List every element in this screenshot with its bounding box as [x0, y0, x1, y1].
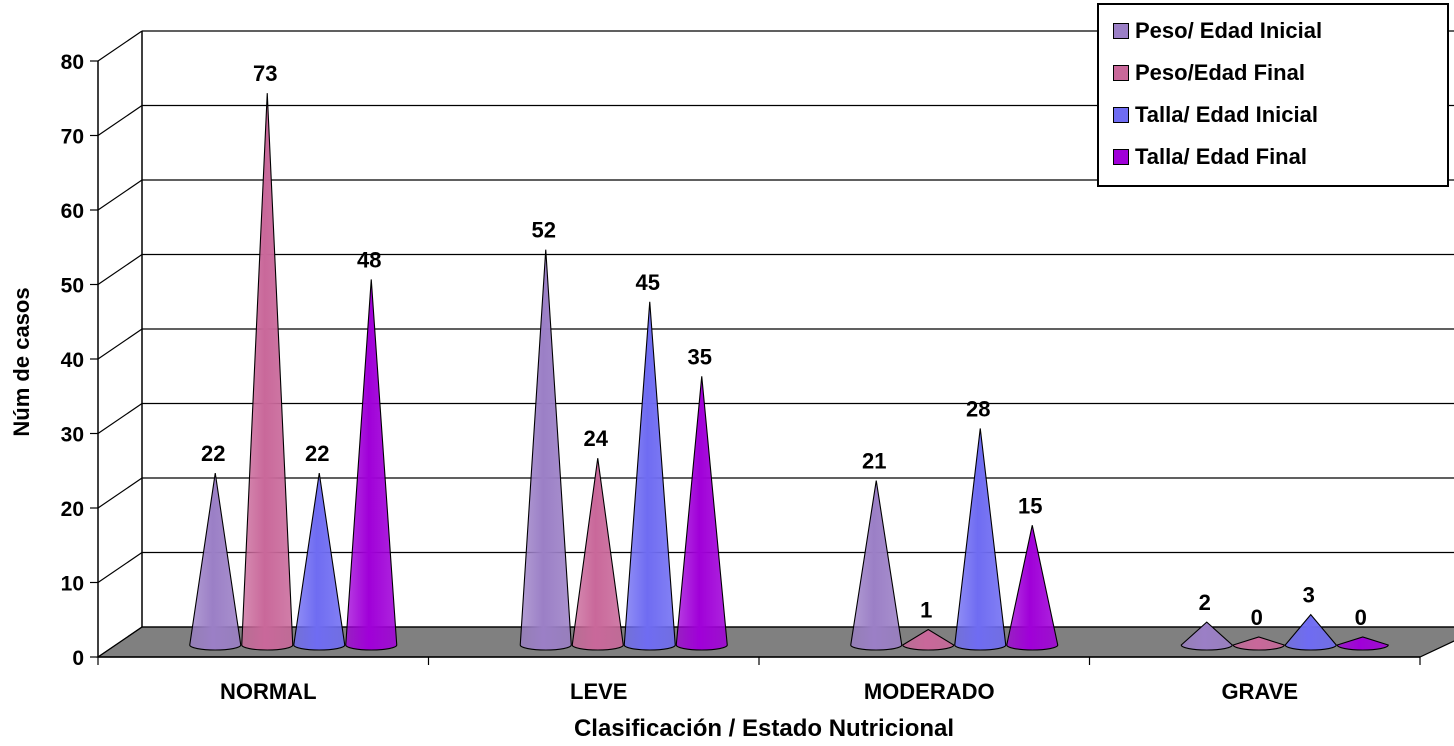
- cone-bar: [1284, 613, 1337, 651]
- y-tick-label: 60: [61, 200, 84, 223]
- cone-bar: [345, 279, 398, 651]
- cone-bar: [1232, 636, 1285, 651]
- cone-bar: [902, 628, 955, 651]
- y-tick-label: 70: [61, 126, 84, 149]
- data-label: 0: [1355, 605, 1367, 630]
- cone-bar: [1180, 621, 1233, 651]
- legend-item: Peso/Edad Final: [1113, 52, 1447, 94]
- cone-bar: [1336, 636, 1389, 651]
- data-label: 73: [253, 61, 277, 86]
- cone-bar: [675, 376, 728, 651]
- data-label: 48: [357, 247, 381, 272]
- legend: Peso/ Edad Inicial Peso/Edad Final Talla/ …: [1097, 3, 1449, 187]
- legend-label: Talla/ Edad Final: [1135, 144, 1307, 169]
- y-tick-label: 30: [61, 424, 84, 447]
- gridline-side: [97, 552, 143, 583]
- legend-swatch: [1113, 149, 1129, 165]
- gridline-side: [97, 328, 143, 360]
- legend-swatch: [1113, 23, 1129, 39]
- gridline-side: [97, 30, 143, 62]
- cone-bar: [241, 93, 294, 651]
- data-label: 28: [966, 396, 990, 421]
- cone-bar: [571, 458, 624, 651]
- x-axis-title: Clasificación / Estado Nutricional: [574, 715, 954, 742]
- data-label: 45: [636, 270, 660, 295]
- x-tick-label: NORMAL: [220, 679, 317, 704]
- gridline-side: [97, 105, 143, 136]
- data-labels: 22 73 22 48 52 24 45 35 21 1 28 15 2 0 3 0: [201, 61, 1367, 630]
- y-tick-label: 10: [61, 573, 84, 596]
- cone-bar: [519, 249, 572, 651]
- y-tick-label: 20: [61, 498, 84, 521]
- data-label: 0: [1251, 605, 1263, 630]
- data-label: 52: [532, 218, 556, 243]
- data-label: 22: [201, 441, 225, 466]
- legend-label: Peso/ Edad Inicial: [1135, 18, 1323, 43]
- legend-label: Talla/ Edad Inicial: [1135, 102, 1318, 127]
- data-label: 35: [688, 344, 712, 369]
- legend-item: Peso/ Edad Inicial: [1113, 10, 1447, 52]
- data-label: 24: [584, 426, 609, 451]
- data-label: 22: [305, 441, 329, 466]
- legend-item: Talla/ Edad Final: [1113, 136, 1447, 178]
- gridline-side: [97, 477, 143, 509]
- y-axis-title: Núm de casos: [9, 287, 34, 436]
- y-tick-label: 0: [72, 647, 84, 670]
- cone-bar: [954, 428, 1007, 651]
- y-tick-label: 40: [61, 349, 84, 372]
- cone-bar: [189, 473, 242, 651]
- y-tick-label: 80: [61, 51, 84, 74]
- cone-bar: [293, 473, 346, 651]
- data-label: 21: [862, 449, 886, 474]
- x-tick-label: LEVE: [570, 679, 627, 704]
- gridline-side: [97, 626, 143, 658]
- chart-marks: [189, 93, 1389, 651]
- cone-bar: [1006, 525, 1059, 651]
- gridline-side: [97, 254, 143, 285]
- data-label: 15: [1018, 493, 1042, 518]
- cone-bar: [623, 301, 676, 651]
- gridline-side: [97, 179, 143, 211]
- data-label: 1: [920, 598, 932, 623]
- gridline-side: [97, 403, 143, 434]
- data-label: 3: [1303, 583, 1315, 608]
- legend-item: Talla/ Edad Inicial: [1113, 94, 1447, 136]
- legend-label: Peso/Edad Final: [1135, 60, 1305, 85]
- data-label: 2: [1199, 590, 1211, 615]
- legend-swatch: [1113, 107, 1129, 123]
- y-tick-label: 50: [61, 275, 84, 298]
- x-tick-label: MODERADO: [864, 679, 995, 704]
- legend-swatch: [1113, 65, 1129, 81]
- x-tick-label: GRAVE: [1221, 679, 1298, 704]
- cone-bar: [850, 480, 903, 651]
